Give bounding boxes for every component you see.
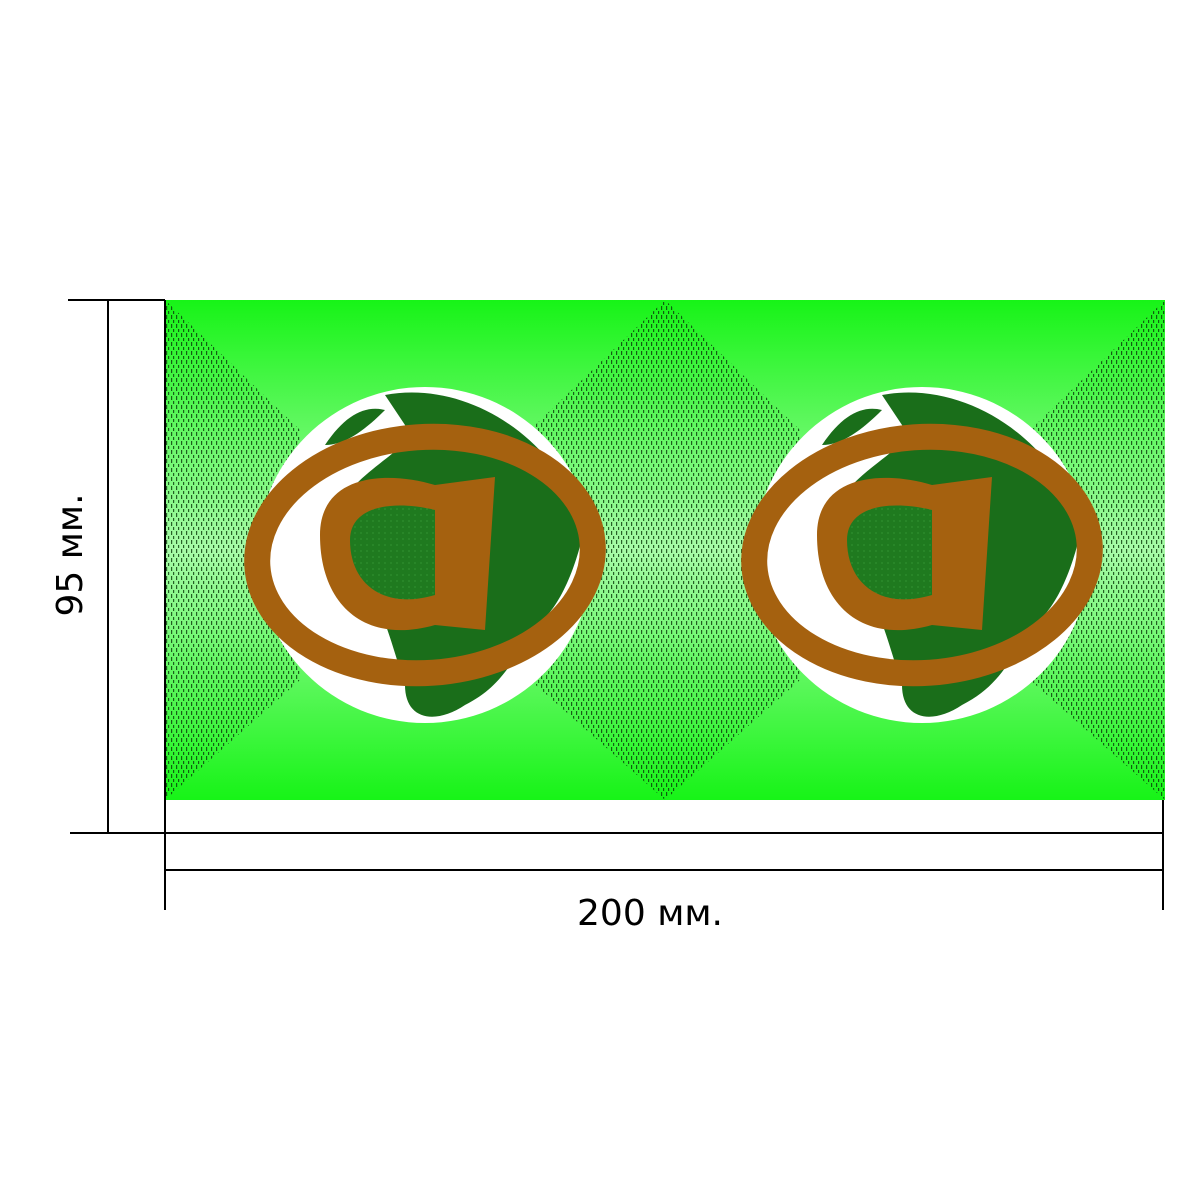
height-label: 95 мм. [50, 493, 91, 616]
banner [165, 300, 1165, 800]
dimension-lines [68, 299, 1164, 910]
width-label: 200 мм. [577, 893, 723, 934]
